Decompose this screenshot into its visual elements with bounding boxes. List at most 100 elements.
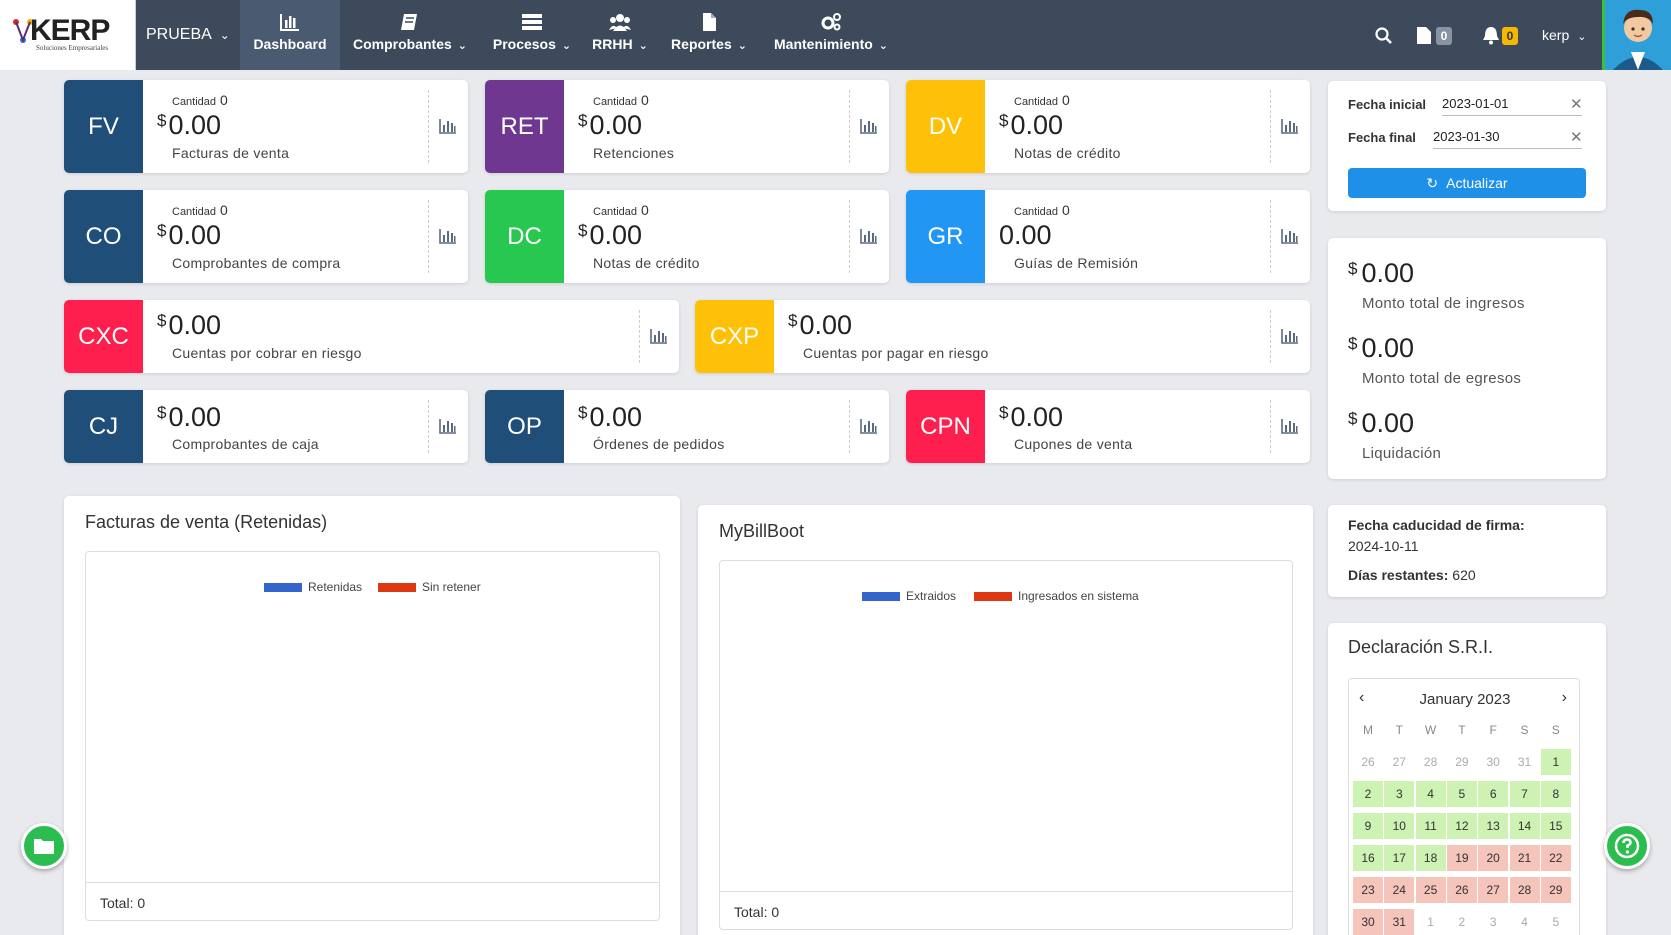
- card-facturas-venta[interactable]: FV Cantidad 0 $0.00 Facturas de venta: [64, 80, 468, 173]
- calendar-day[interactable]: 18: [1415, 845, 1446, 871]
- fecha-final-input[interactable]: 2023-01-30: [1433, 127, 1582, 149]
- calendar-day[interactable]: 10: [1384, 813, 1415, 839]
- calendar-day[interactable]: 24: [1384, 877, 1415, 903]
- nav-procesos[interactable]: Procesos ⌄: [484, 0, 580, 70]
- bar-chart-icon[interactable]: [1281, 418, 1299, 434]
- calendar-day[interactable]: 28: [1423, 755, 1438, 769]
- bar-chart-icon[interactable]: [439, 418, 457, 434]
- notifications-button[interactable]: 0: [1480, 0, 1522, 70]
- logo[interactable]: KERP Soluciones Empresariales: [0, 0, 136, 70]
- legend-item-retenidas[interactable]: Retenidas: [264, 580, 362, 594]
- calendar-day[interactable]: 13: [1478, 813, 1509, 839]
- company-selector[interactable]: PRUEBA ⌄: [146, 26, 230, 44]
- fecha-inicial-input[interactable]: 2023-01-01: [1442, 94, 1582, 116]
- calendar-day[interactable]: 8: [1540, 781, 1571, 807]
- calendar-day[interactable]: 1: [1540, 749, 1571, 775]
- help-button[interactable]: [1604, 823, 1650, 869]
- nav-label: Comprobantes: [352, 36, 452, 52]
- calendar-day[interactable]: 27: [1392, 755, 1406, 769]
- calendar-day[interactable]: 19: [1446, 845, 1477, 871]
- calendar-day[interactable]: 5: [1446, 781, 1477, 807]
- calendar-day[interactable]: 29: [1455, 755, 1469, 769]
- calendar-day[interactable]: 14: [1509, 813, 1540, 839]
- notifications-count-badge: 0: [1502, 27, 1518, 45]
- calendar-day[interactable]: 26: [1361, 755, 1375, 769]
- calendar-day[interactable]: 21: [1509, 845, 1540, 871]
- avatar[interactable]: [1602, 0, 1671, 70]
- calendar-month-label[interactable]: January 2023: [1419, 691, 1511, 708]
- card-notas-credito-venta[interactable]: DV Cantidad 0 $0.00 Notas de crédito: [906, 80, 1310, 173]
- calendar-day[interactable]: 27: [1478, 877, 1509, 903]
- chart-area: Extraidos Ingresados en sistema Total: 0: [719, 560, 1293, 930]
- calendar-title: Declaración S.R.I.: [1348, 637, 1494, 657]
- card-ordenes-pedidos[interactable]: OP $0.00 Órdenes de pedidos: [485, 390, 889, 463]
- calendar-day[interactable]: 4: [1415, 781, 1446, 807]
- calendar-day[interactable]: 2: [1458, 915, 1466, 929]
- card-divider: [428, 400, 429, 453]
- egresos-amount: $0.00: [1348, 333, 1415, 363]
- bar-chart-icon[interactable]: [439, 118, 457, 134]
- card-comprobantes-caja[interactable]: CJ $0.00 Comprobantes de caja: [64, 390, 468, 463]
- bar-chart-icon[interactable]: [860, 118, 878, 134]
- update-button[interactable]: ↻ Actualizar: [1348, 168, 1586, 198]
- nav-mantenimiento[interactable]: Mantenimiento ⌄: [768, 0, 894, 70]
- calendar-day[interactable]: 9: [1353, 813, 1383, 839]
- calendar-day[interactable]: 20: [1478, 845, 1509, 871]
- calendar-dow: T: [1395, 723, 1403, 737]
- legend-item-extraidos[interactable]: Extraidos: [862, 589, 956, 603]
- calendar-day[interactable]: 25: [1415, 877, 1446, 903]
- bar-chart-icon[interactable]: [1281, 328, 1299, 344]
- card-cuentas-cobrar[interactable]: CXC $0.00 Cuentas por cobrar en riesgo: [64, 300, 679, 373]
- calendar-day[interactable]: 2: [1353, 781, 1383, 807]
- bar-chart-icon[interactable]: [860, 418, 878, 434]
- chevron-right-icon[interactable]: ›: [1561, 689, 1567, 706]
- calendar-day[interactable]: 28: [1509, 877, 1540, 903]
- chevron-left-icon[interactable]: ‹: [1359, 689, 1365, 706]
- calendar-day[interactable]: 30: [1486, 755, 1500, 769]
- card-notas-credito-compra[interactable]: DC Cantidad 0 $0.00 Notas de crédito: [485, 190, 889, 283]
- calendar-day[interactable]: 29: [1540, 877, 1571, 903]
- nav-dashboard[interactable]: Dashboard: [240, 0, 340, 70]
- calendar-day[interactable]: 17: [1384, 845, 1415, 871]
- calendar-day[interactable]: 1: [1427, 915, 1434, 929]
- nav-reportes[interactable]: Reportes ⌄: [666, 0, 752, 70]
- calendar-day[interactable]: 26: [1446, 877, 1477, 903]
- calendar-day[interactable]: 15: [1540, 813, 1571, 839]
- documents-button[interactable]: 0: [1414, 0, 1456, 70]
- clear-icon[interactable]: ✕: [1570, 129, 1583, 146]
- calendar-day[interactable]: 6: [1478, 781, 1509, 807]
- liquidacion-label: Liquidación: [1362, 445, 1442, 462]
- search-button[interactable]: [1372, 0, 1396, 70]
- calendar-day[interactable]: 23: [1353, 877, 1383, 903]
- calendar-day[interactable]: 31: [1384, 909, 1415, 935]
- folder-button[interactable]: [21, 823, 67, 869]
- calendar-day[interactable]: 5: [1552, 915, 1560, 929]
- calendar-day[interactable]: 3: [1489, 915, 1497, 929]
- bar-chart-icon[interactable]: [439, 228, 457, 244]
- card-cuentas-pagar[interactable]: CXP $0.00 Cuentas por pagar en riesgo: [695, 300, 1310, 373]
- bar-chart-icon[interactable]: [1281, 118, 1299, 134]
- calendar-day[interactable]: 22: [1540, 845, 1571, 871]
- calendar-day[interactable]: 4: [1521, 915, 1528, 929]
- card-comprobantes-compra[interactable]: CO Cantidad 0 $0.00 Comprobantes de compr…: [64, 190, 468, 283]
- legend-item-ingresados[interactable]: Ingresados en sistema: [974, 589, 1139, 603]
- calendar-day[interactable]: 12: [1446, 813, 1477, 839]
- card-guias-remision[interactable]: GR Cantidad 0 0.00 Guías de Remisión: [906, 190, 1310, 283]
- bar-chart-icon[interactable]: [650, 328, 668, 344]
- calendar-day[interactable]: 31: [1517, 755, 1532, 769]
- calendar-day[interactable]: 11: [1415, 813, 1446, 839]
- card-retenciones[interactable]: RET Cantidad 0 $0.00 Retenciones: [485, 80, 889, 173]
- bar-chart-icon[interactable]: [860, 228, 878, 244]
- bar-chart-icon[interactable]: [1281, 228, 1299, 244]
- logo-text: KERP: [30, 14, 110, 47]
- user-menu[interactable]: kerp ⌄: [1542, 27, 1600, 47]
- nav-comprobantes[interactable]: Comprobantes ⌄: [350, 0, 470, 70]
- clear-icon[interactable]: ✕: [1570, 96, 1583, 113]
- card-cupones-venta[interactable]: CPN $0.00 Cupones de venta: [906, 390, 1310, 463]
- calendar-day[interactable]: 30: [1353, 909, 1383, 935]
- calendar-day[interactable]: 3: [1384, 781, 1415, 807]
- legend-item-sin-retener[interactable]: Sin retener: [378, 580, 481, 594]
- calendar-day[interactable]: 7: [1509, 781, 1540, 807]
- nav-rrhh[interactable]: RRHH ⌄: [584, 0, 656, 70]
- calendar-day[interactable]: 16: [1353, 845, 1383, 871]
